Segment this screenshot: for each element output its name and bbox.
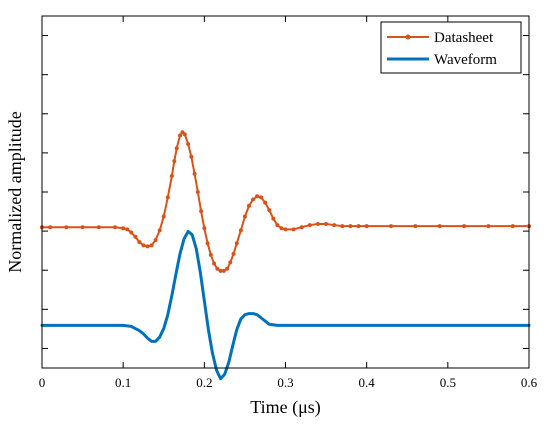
legend-label-waveform: Waveform: [434, 52, 497, 68]
legend-box: [380, 21, 522, 74]
x-tick-label: 0.6: [521, 375, 538, 390]
data-point-datasheet: [259, 195, 264, 200]
data-point-datasheet: [255, 194, 260, 199]
data-point-datasheet: [149, 243, 154, 248]
data-point-datasheet: [137, 240, 142, 245]
x-tick-label: 0.4: [359, 375, 376, 390]
data-point-datasheet: [125, 227, 130, 232]
data-point-datasheet: [157, 228, 162, 233]
data-point-datasheet: [299, 225, 304, 230]
data-point-datasheet: [161, 214, 166, 219]
y-axis-label: Normalized amplitude: [5, 111, 25, 272]
data-point-datasheet: [221, 268, 226, 273]
data-point-datasheet: [271, 216, 276, 221]
data-point-datasheet: [205, 241, 210, 246]
data-point-datasheet: [340, 224, 345, 229]
tick-labels-layer: 0 0.1 0.2 0.3 0.4 0.5 0.6: [39, 375, 538, 390]
data-point-datasheet: [315, 222, 320, 226]
x-tick-label: 0.3: [277, 375, 293, 390]
series-line-waveform: [40, 229, 531, 381]
data-point-datasheet: [279, 226, 284, 231]
series-line-datasheet: [41, 131, 530, 272]
data-point-datasheet: [212, 261, 217, 266]
data-point-datasheet: [437, 224, 442, 229]
data-point-datasheet: [165, 195, 170, 200]
data-point-datasheet: [389, 224, 394, 229]
x-tick-label: 0: [39, 375, 46, 390]
data-point-datasheet: [234, 241, 239, 246]
data-point-datasheet: [291, 227, 296, 232]
data-point-datasheet: [462, 224, 467, 229]
data-point-datasheet: [64, 225, 69, 230]
data-point-datasheet: [218, 268, 223, 273]
data-point-datasheet: [413, 224, 418, 229]
data-point-datasheet: [202, 226, 207, 231]
x-axis-label: Time (μs): [250, 397, 321, 418]
data-point-datasheet: [267, 208, 272, 213]
legend: Datasheet Waveform: [380, 21, 522, 74]
data-point-datasheet: [348, 224, 353, 229]
data-point-datasheet: [129, 230, 134, 235]
data-point-datasheet: [177, 133, 182, 138]
data-point-datasheet: [96, 225, 101, 230]
data-point-datasheet: [113, 225, 118, 230]
data-point-datasheet: [208, 252, 213, 257]
data-point-datasheet: [283, 227, 288, 232]
data-point-datasheet: [189, 154, 194, 159]
data-point-datasheet: [215, 266, 220, 271]
x-tick-label: 0.1: [115, 375, 131, 390]
data-point-datasheet: [186, 142, 191, 146]
data-point-datasheet: [169, 174, 174, 178]
data-point-datasheet: [364, 224, 369, 229]
data-point-datasheet: [324, 222, 329, 226]
data-point-datasheet: [242, 214, 247, 219]
data-point-datasheet: [225, 266, 230, 271]
data-point-datasheet: [238, 228, 243, 233]
data-point-datasheet: [141, 243, 146, 248]
data-point-datasheet: [251, 197, 256, 202]
data-point-datasheet: [121, 226, 126, 231]
series-layer: [40, 130, 531, 381]
data-point-datasheet: [510, 224, 515, 229]
data-point-datasheet: [307, 223, 312, 228]
x-tick-label: 0.5: [440, 375, 456, 390]
data-point-datasheet: [356, 224, 361, 229]
data-point-datasheet: [246, 203, 251, 208]
data-point-datasheet: [182, 132, 187, 137]
data-point-datasheet: [263, 200, 268, 205]
data-point-datasheet: [145, 244, 150, 249]
data-point-datasheet: [486, 224, 491, 229]
data-point-datasheet: [174, 146, 179, 151]
data-point-datasheet: [133, 234, 138, 239]
x-tick-label: 0.2: [196, 375, 212, 390]
legend-marker-datasheet: [405, 34, 411, 40]
data-point-datasheet: [231, 251, 236, 256]
data-point-datasheet: [192, 171, 197, 176]
data-point-datasheet: [153, 238, 158, 242]
legend-label-datasheet: Datasheet: [434, 30, 494, 46]
data-point-datasheet: [80, 225, 85, 230]
data-point-datasheet: [332, 223, 337, 228]
data-point-datasheet: [199, 209, 204, 214]
data-point-datasheet: [195, 190, 200, 194]
ticks-layer: [41, 16, 530, 368]
data-point-datasheet: [228, 260, 233, 265]
data-point-datasheet: [48, 225, 53, 230]
data-point-datasheet: [275, 223, 280, 228]
data-point-datasheet: [172, 159, 177, 164]
